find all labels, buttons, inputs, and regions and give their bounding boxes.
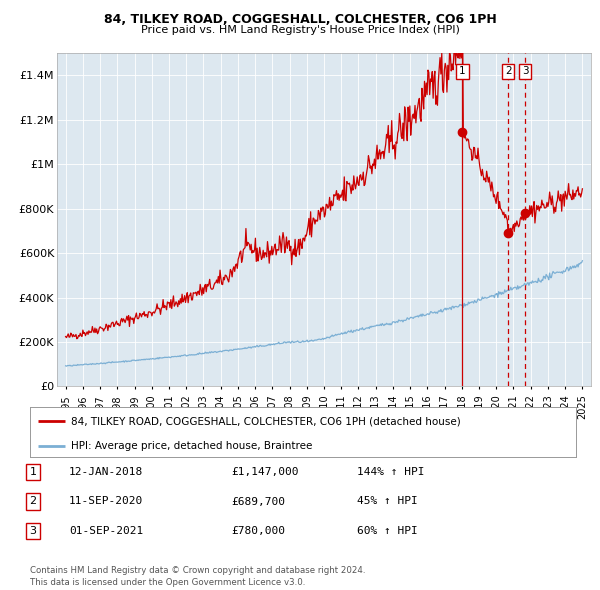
Text: 01-SEP-2021: 01-SEP-2021: [69, 526, 143, 536]
Text: 2: 2: [505, 67, 511, 77]
Text: 144% ↑ HPI: 144% ↑ HPI: [357, 467, 425, 477]
Text: Contains HM Land Registry data © Crown copyright and database right 2024.
This d: Contains HM Land Registry data © Crown c…: [30, 566, 365, 587]
Text: 1: 1: [459, 67, 466, 77]
Text: £689,700: £689,700: [231, 497, 285, 506]
Text: 1: 1: [29, 467, 37, 477]
Text: 12-JAN-2018: 12-JAN-2018: [69, 467, 143, 477]
Text: HPI: Average price, detached house, Braintree: HPI: Average price, detached house, Brai…: [71, 441, 313, 451]
Text: £780,000: £780,000: [231, 526, 285, 536]
Text: 3: 3: [522, 67, 529, 77]
Text: 45% ↑ HPI: 45% ↑ HPI: [357, 497, 418, 506]
Text: £1,147,000: £1,147,000: [231, 467, 299, 477]
Text: 11-SEP-2020: 11-SEP-2020: [69, 497, 143, 506]
Text: 3: 3: [29, 526, 37, 536]
Text: 2: 2: [29, 497, 37, 506]
Text: 84, TILKEY ROAD, COGGESHALL, COLCHESTER, CO6 1PH (detached house): 84, TILKEY ROAD, COGGESHALL, COLCHESTER,…: [71, 416, 461, 426]
Text: 60% ↑ HPI: 60% ↑ HPI: [357, 526, 418, 536]
Text: Price paid vs. HM Land Registry's House Price Index (HPI): Price paid vs. HM Land Registry's House …: [140, 25, 460, 35]
Text: 84, TILKEY ROAD, COGGESHALL, COLCHESTER, CO6 1PH: 84, TILKEY ROAD, COGGESHALL, COLCHESTER,…: [104, 13, 496, 26]
